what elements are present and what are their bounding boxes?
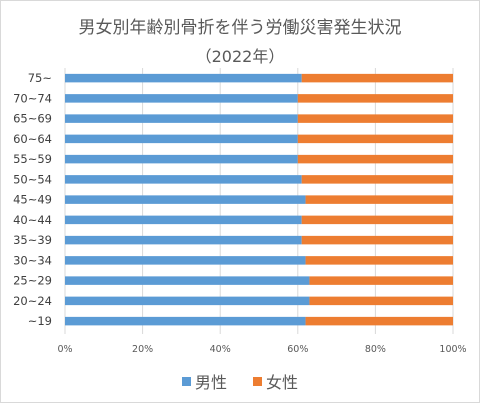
x-tick-label: 80%	[365, 344, 386, 355]
bar-female	[309, 296, 453, 306]
x-tick-label: 60%	[287, 344, 308, 355]
bar-male	[65, 73, 302, 83]
bar-female	[305, 256, 453, 265]
legend-label-male: 男性	[194, 373, 227, 392]
bar-male	[65, 296, 310, 306]
legend-swatch-female	[253, 376, 262, 386]
legend: 男性 女性	[1, 369, 479, 393]
bar-male	[65, 316, 306, 326]
x-tick-label: 100%	[439, 344, 466, 355]
bar-female	[301, 235, 453, 245]
x-tick-label: 0%	[57, 344, 72, 355]
y-tick-label: 40~44	[13, 213, 52, 227]
bar-female	[309, 276, 453, 285]
chart-subtitle: （2022年）	[195, 47, 285, 66]
bar-female	[297, 114, 453, 123]
legend-item-female: 女性	[253, 369, 298, 393]
y-tick-label: 35~39	[13, 233, 52, 247]
y-tick-label: 75~	[28, 71, 52, 85]
bar-female	[301, 215, 453, 225]
legend-label-female: 女性	[266, 373, 299, 392]
y-tick-label: 70~74	[13, 91, 52, 105]
bar-male	[65, 276, 310, 285]
bar-male	[65, 235, 302, 245]
bar-male	[65, 134, 298, 144]
bar-male	[65, 215, 302, 225]
bar-male	[65, 94, 298, 103]
y-tick-label: 55~59	[13, 152, 52, 166]
legend-swatch-male	[181, 376, 191, 386]
bar-male	[65, 175, 302, 184]
y-tick-label: 65~69	[13, 112, 52, 126]
bar-male	[65, 154, 298, 164]
bar-female	[297, 134, 453, 144]
y-tick-label: ~19	[28, 314, 52, 328]
bar-female	[305, 195, 453, 204]
bar-male	[65, 114, 298, 123]
x-tick-label: 20%	[132, 344, 153, 355]
y-tick-label: 45~49	[13, 193, 52, 207]
bar-female	[305, 316, 453, 326]
bar-female	[297, 94, 453, 103]
y-tick-label: 20~24	[13, 294, 52, 308]
y-tick-label: 30~34	[13, 253, 52, 267]
chart-title: 男女別年齢別骨折を伴う労働災害発生状況	[78, 18, 402, 38]
bar-female	[301, 73, 453, 83]
bar-male	[65, 256, 306, 265]
bar-female	[301, 175, 453, 184]
legend-item-male: 男性	[181, 369, 227, 393]
bar-female	[297, 154, 453, 164]
bar-male	[65, 195, 306, 204]
y-tick-label: 50~54	[13, 172, 52, 186]
x-tick-label: 40%	[210, 344, 231, 355]
y-tick-label: 60~64	[13, 132, 52, 146]
y-tick-label: 25~29	[13, 274, 52, 288]
